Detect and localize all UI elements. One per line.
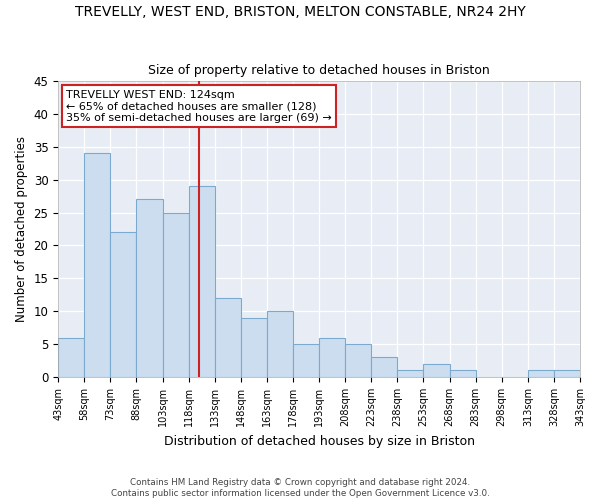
Bar: [319, 338, 345, 377]
Bar: [293, 344, 319, 377]
Bar: [241, 318, 267, 377]
X-axis label: Distribution of detached houses by size in Briston: Distribution of detached houses by size …: [164, 434, 475, 448]
Bar: [345, 344, 371, 377]
Bar: [188, 186, 215, 377]
Bar: [424, 364, 449, 377]
Bar: [163, 212, 188, 377]
Y-axis label: Number of detached properties: Number of detached properties: [15, 136, 28, 322]
Text: TREVELLY WEST END: 124sqm
← 65% of detached houses are smaller (128)
35% of semi: TREVELLY WEST END: 124sqm ← 65% of detac…: [66, 90, 332, 123]
Bar: [554, 370, 580, 377]
Title: Size of property relative to detached houses in Briston: Size of property relative to detached ho…: [148, 64, 490, 77]
Bar: [110, 232, 136, 377]
Bar: [215, 298, 241, 377]
Text: Contains HM Land Registry data © Crown copyright and database right 2024.
Contai: Contains HM Land Registry data © Crown c…: [110, 478, 490, 498]
Bar: [449, 370, 476, 377]
Bar: [58, 338, 84, 377]
Bar: [136, 200, 163, 377]
Bar: [397, 370, 424, 377]
Bar: [371, 358, 397, 377]
Text: TREVELLY, WEST END, BRISTON, MELTON CONSTABLE, NR24 2HY: TREVELLY, WEST END, BRISTON, MELTON CONS…: [74, 5, 526, 19]
Bar: [528, 370, 554, 377]
Bar: [84, 154, 110, 377]
Bar: [267, 312, 293, 377]
